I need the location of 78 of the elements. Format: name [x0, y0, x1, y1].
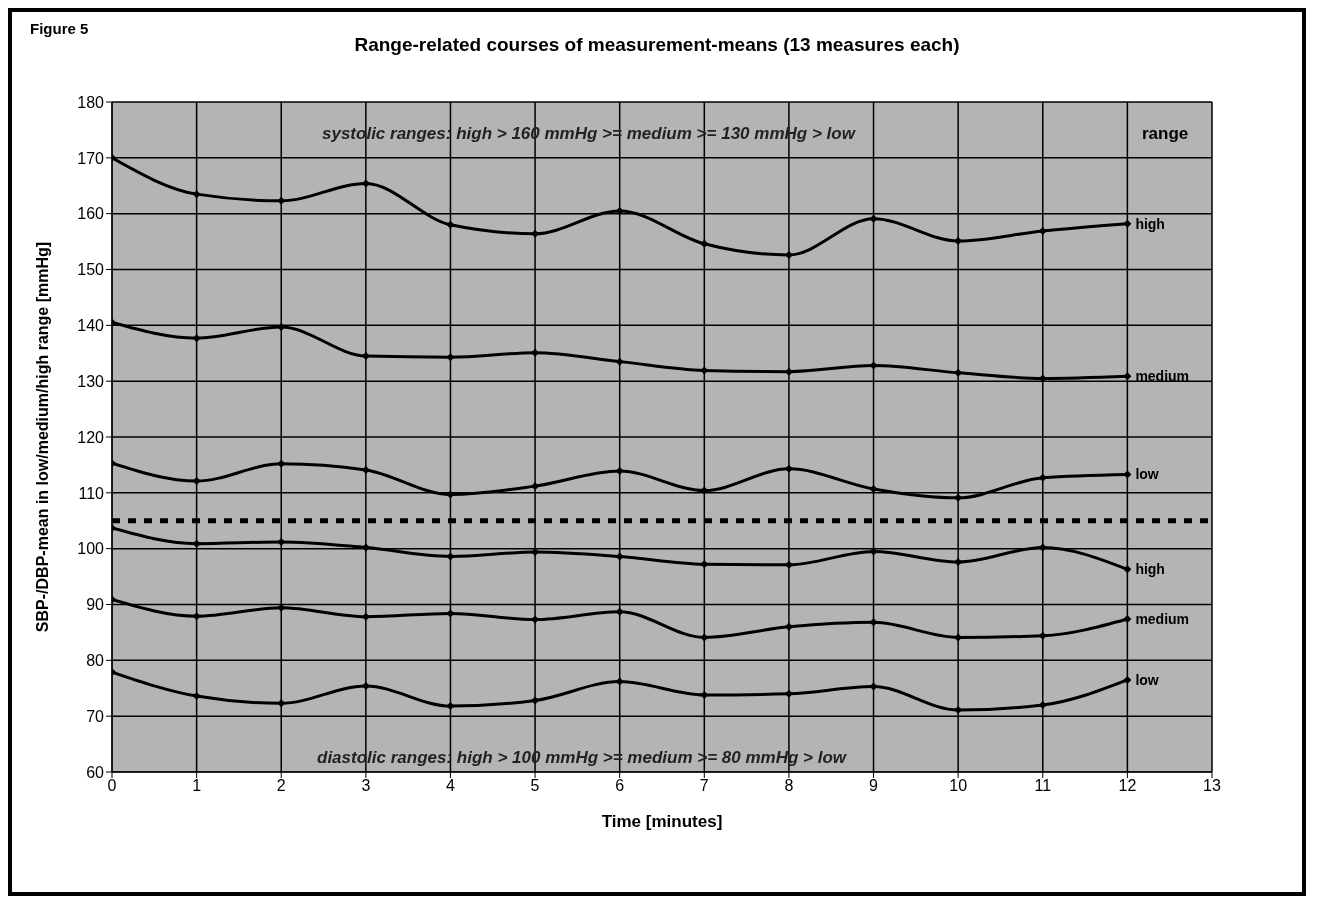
point — [1123, 372, 1132, 381]
point — [1123, 565, 1132, 574]
x-tick-label: 0 — [107, 777, 117, 795]
chart-title: Range-related courses of measurement-means (13 measures each) — [354, 34, 960, 55]
annotation: range — [1142, 124, 1189, 144]
point — [192, 477, 201, 486]
point — [1123, 675, 1132, 684]
point — [192, 334, 201, 343]
y-axis-title: SBP-/DBP-mean in low/medium/high range [mmHg] — [33, 241, 51, 633]
point — [869, 214, 878, 223]
x-tick-label: 2 — [276, 777, 286, 795]
point — [361, 179, 370, 188]
x-tick-label: 11 — [1034, 777, 1052, 795]
point — [192, 190, 201, 199]
x-tick-label: 12 — [1118, 777, 1137, 795]
point — [869, 682, 878, 691]
y-tick-label: 140 — [77, 317, 105, 335]
point — [869, 618, 878, 627]
y-tick-label: 100 — [77, 540, 105, 558]
point — [700, 633, 709, 642]
point — [869, 361, 878, 370]
point — [615, 206, 624, 215]
y-tick-label: 90 — [86, 596, 105, 614]
point — [531, 482, 540, 491]
y-tick-label: 80 — [86, 652, 105, 670]
x-tick-label: 1 — [192, 777, 202, 795]
point — [277, 459, 286, 468]
x-tick-label: 4 — [446, 777, 456, 795]
point — [700, 239, 709, 248]
point — [446, 702, 455, 711]
series-label: medium — [1135, 611, 1190, 628]
x-tick-label: 3 — [361, 777, 371, 795]
series-label: low — [1135, 466, 1159, 483]
point — [700, 560, 709, 569]
point — [446, 609, 455, 618]
y-tick-label: 110 — [78, 484, 105, 502]
point — [1123, 470, 1132, 479]
point — [192, 692, 201, 701]
y-tick-label: 70 — [86, 707, 105, 725]
point — [869, 484, 878, 493]
x-tick-label: 8 — [784, 777, 794, 795]
series-label: high — [1135, 561, 1165, 578]
point — [446, 220, 455, 229]
x-tick-label: 6 — [615, 777, 625, 795]
y-tick-label: 60 — [86, 763, 105, 781]
point — [1038, 543, 1047, 552]
x-tick-label: 9 — [869, 777, 879, 795]
point — [1038, 631, 1047, 640]
x-tick-label: 13 — [1203, 777, 1221, 795]
point — [615, 467, 624, 476]
x-tick-label: 7 — [699, 777, 709, 795]
series-label: medium — [1135, 368, 1190, 385]
point — [446, 353, 455, 362]
point — [615, 677, 624, 686]
caption: Figure 5 — [30, 20, 89, 37]
point — [192, 612, 201, 621]
point — [1123, 615, 1132, 624]
series-label: high — [1135, 215, 1165, 232]
point — [277, 699, 286, 708]
series-label: low — [1135, 671, 1159, 688]
point — [954, 368, 963, 377]
x-tick-label: 5 — [530, 777, 540, 795]
y-tick-label: 130 — [77, 372, 105, 390]
x-axis-title: Time [minutes] — [601, 812, 723, 831]
y-tick-label: 160 — [77, 205, 105, 223]
x-tick-label: 10 — [949, 777, 968, 795]
point — [615, 552, 624, 561]
point — [615, 607, 624, 616]
y-tick-label: 170 — [77, 149, 105, 167]
point — [446, 552, 455, 561]
point — [1123, 219, 1132, 228]
point — [531, 696, 540, 705]
y-tick-label: 120 — [77, 428, 105, 446]
point — [1038, 473, 1047, 482]
point — [277, 196, 286, 205]
point — [615, 357, 624, 366]
y-tick-label: 180 — [77, 93, 105, 111]
y-tick-label: 150 — [77, 261, 105, 279]
